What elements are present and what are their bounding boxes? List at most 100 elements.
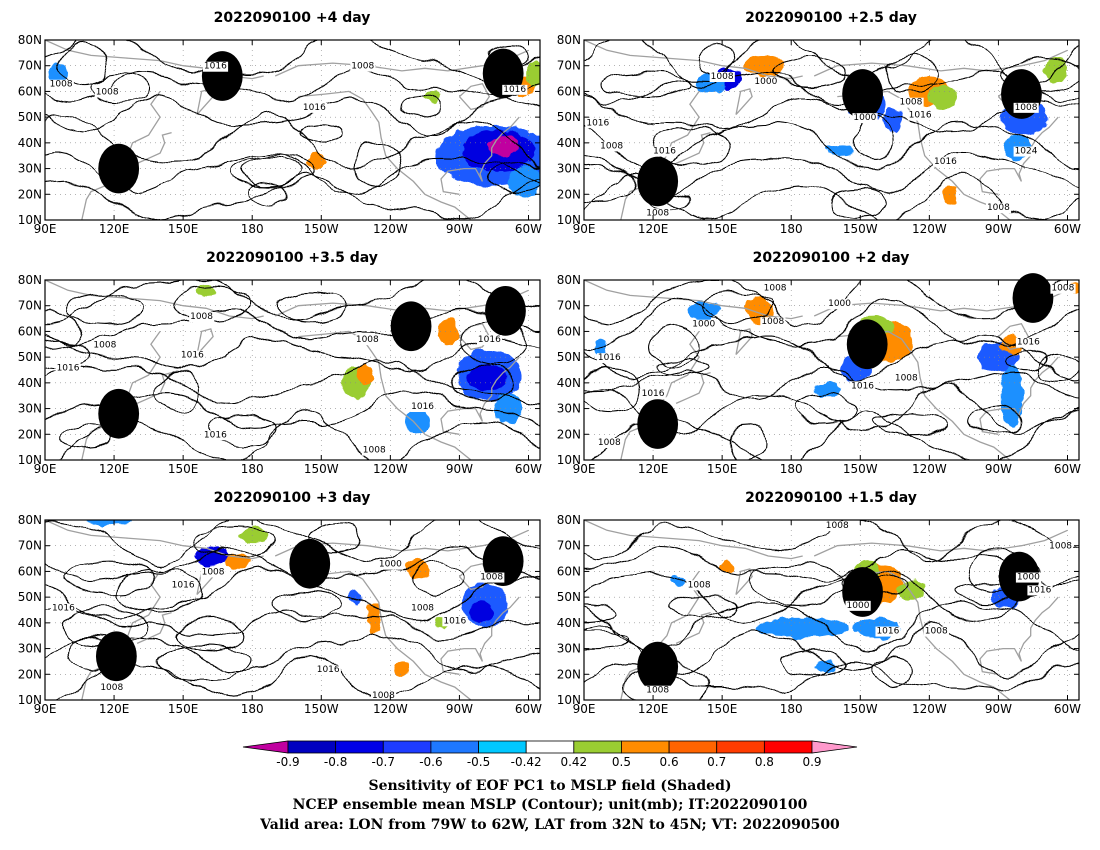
shaded-area — [436, 318, 460, 345]
map-frame — [44, 279, 541, 461]
contour-labels: 1008 1000 1016 1008 1016 1000 1008 1016 1008 1016… — [585, 72, 1039, 219]
contour-label-bg — [350, 61, 376, 72]
contour-label: 1016 — [303, 103, 326, 113]
coastline — [979, 116, 1059, 195]
lat-tick-label: 40N — [18, 616, 42, 630]
isobar — [584, 336, 1079, 381]
lat-tick-label: 10N — [557, 213, 581, 227]
lon-tick-label: 90E — [573, 462, 596, 476]
shaded-area — [466, 364, 508, 391]
coastline — [584, 40, 803, 80]
contour-label-bg — [92, 340, 118, 351]
lon-tick-label: 150E — [707, 222, 738, 236]
lat-tick-label: 20N — [557, 427, 581, 441]
lon-tick-label: 180 — [780, 702, 803, 716]
coastline — [136, 611, 172, 644]
colorbar-label: 0.9 — [802, 755, 821, 769]
colorbar-label: -0.8 — [324, 755, 347, 769]
contour-label: 1016 — [411, 402, 434, 412]
coastline — [813, 49, 1068, 77]
isobar — [584, 95, 1079, 133]
lon-tick-label: 120W — [373, 462, 408, 476]
colorbar-swatch — [382, 740, 432, 754]
contour-label-bg — [893, 373, 920, 384]
contour-label-bg — [596, 438, 623, 448]
lon-tick-label: 120E — [638, 462, 669, 476]
contour-label: 1008 — [764, 284, 787, 294]
contour-label-bg — [599, 141, 625, 152]
contour-labels: 1008 1000 1000 1008 1016 1016 1008 1016 1016 1008… — [596, 283, 1076, 448]
contour-label-bg — [202, 61, 229, 72]
lon-tick-label: 120E — [99, 222, 130, 236]
contour-label-bg — [50, 603, 77, 614]
contour-label: 1024 — [1015, 147, 1038, 157]
isobar — [584, 70, 1079, 105]
lat-tick-label: 60N — [557, 84, 581, 98]
lon-tick-label: 180 — [780, 462, 803, 476]
contour-label-bg — [875, 626, 901, 637]
contour-label-bg — [1048, 541, 1074, 552]
contour-label: 1008 — [761, 317, 784, 327]
low-pressure-ring — [842, 69, 883, 119]
isobar-closed — [966, 405, 1024, 435]
colorbar-swatch — [621, 740, 670, 754]
shaded-area — [593, 339, 608, 355]
contour-label-bg — [476, 335, 503, 346]
isobar-closed — [649, 326, 701, 365]
panel-title: 2022090100 +2.5 day — [745, 10, 917, 26]
contour-label: 1000 — [692, 320, 715, 330]
colorbar-high-arrow — [811, 740, 858, 754]
lat-tick-label: 10N — [18, 693, 42, 707]
lat-tick-label: 50N — [18, 110, 42, 124]
contour-label: 1008 — [480, 573, 503, 583]
contour-label: 1008 — [356, 335, 379, 345]
contour-label: 1016 — [181, 351, 204, 361]
lat-tick-label: 50N — [557, 350, 581, 364]
contour-label: 1008 — [96, 87, 119, 97]
contour-label: 1016 — [503, 85, 526, 95]
colorbar-label: 0.7 — [707, 755, 726, 769]
shaded-area — [49, 63, 69, 84]
contour-label: 1008 — [50, 80, 73, 90]
colorbar-label: 0.6 — [660, 755, 679, 769]
isobar-closed — [191, 526, 277, 556]
panel-title: 2022090100 +1.5 day — [745, 490, 917, 506]
isobar-closed — [91, 74, 151, 102]
caption-line-3: Valid area: LON from 79W to 62W, LAT fro… — [259, 817, 840, 833]
shaded-area — [367, 602, 382, 634]
lon-tick-label: 120E — [638, 702, 669, 716]
map-frame — [583, 39, 1080, 221]
lon-tick-label: 120E — [99, 462, 130, 476]
contour-label-bg — [1027, 585, 1053, 596]
colorbar: -0.9 -0.8 -0.7 -0.6 -0.5 -0.42 0.42 0.5 0.6 0.7 0.… — [242, 740, 858, 769]
lat-tick-label: 20N — [557, 187, 581, 201]
coastline — [979, 356, 1059, 435]
coastline — [298, 90, 472, 220]
contour-label: 1008 — [987, 203, 1010, 213]
contour-label-bg — [1015, 572, 1042, 583]
isobar-closed — [62, 560, 158, 595]
lat-tick-label: 20N — [18, 427, 42, 441]
isobar-closed — [450, 364, 518, 402]
contour-label: 1016 — [653, 147, 676, 157]
contour-label: 1016 — [52, 603, 75, 613]
isobar-closed — [247, 178, 288, 208]
shaded-area — [719, 558, 734, 574]
isobar — [45, 606, 540, 639]
lon-tick-label: 90E — [573, 702, 596, 716]
shaded-area — [358, 364, 372, 386]
lat-tick-label: 70N — [557, 299, 581, 313]
isobar-closed — [869, 658, 912, 685]
axis-ticks: 90E 120E 150E 180 150W 120W 90W 60W 80N 70N 60N 50N… — [557, 33, 1081, 236]
lon-tick-label: 120W — [373, 702, 408, 716]
panel-3: 2022090100 +3.5 day 10081008101610161008… — [18, 250, 542, 476]
isobar-closed — [156, 370, 199, 413]
contour-label-bg — [898, 97, 924, 108]
lon-tick-label: 90W — [446, 462, 473, 476]
isobar-closed — [885, 52, 937, 94]
contour-label: 1016 — [478, 335, 501, 345]
isobar-closed — [698, 293, 772, 322]
lon-tick-label: 90E — [34, 702, 57, 716]
lat-tick-label: 60N — [557, 564, 581, 578]
